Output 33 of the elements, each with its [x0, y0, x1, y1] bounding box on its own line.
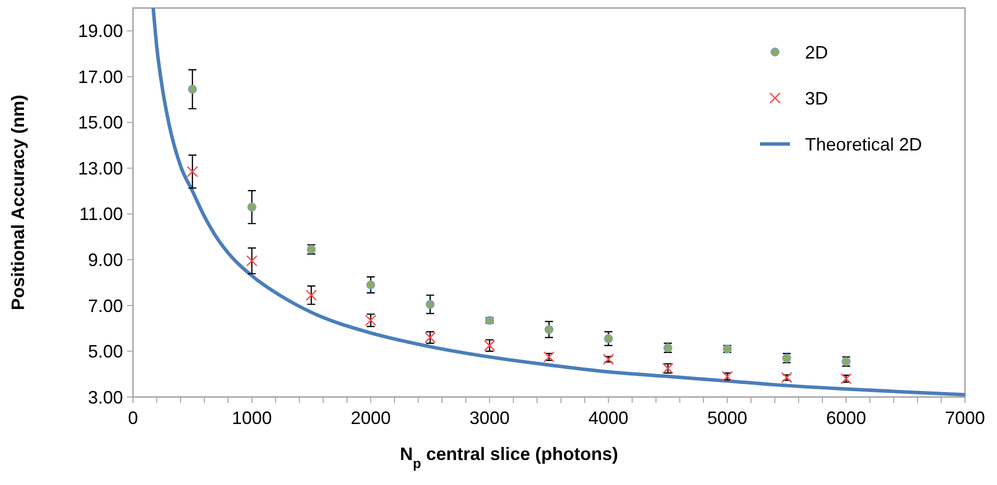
x-tick-label: 7000	[944, 408, 986, 428]
line-series	[151, 8, 965, 396]
y-tick-label: 13.00	[78, 158, 123, 178]
point	[604, 334, 613, 344]
y-tick-label: 15.00	[78, 112, 123, 133]
x-tick-label: 1000	[232, 408, 272, 428]
point	[781, 372, 792, 384]
point	[247, 202, 256, 212]
point	[306, 290, 317, 301]
y-tick-label: 5.00	[88, 342, 123, 362]
y-tick-label: 19.00	[78, 21, 123, 42]
point	[366, 280, 376, 290]
y-tick-label: 17.00	[78, 66, 123, 87]
legend-label: 3D	[805, 88, 828, 108]
y-tick-label: 9.00	[88, 250, 123, 270]
point	[186, 166, 198, 178]
legend-label: 2D	[805, 42, 828, 62]
y-axis-title: Positional Accuracy (nm)	[8, 94, 28, 310]
x-axis-title: N$_{p}$ central slice (photons)	[400, 444, 618, 470]
x-tick-label: 2000	[350, 408, 391, 428]
x-tick-label: 6000	[826, 408, 866, 428]
point	[544, 324, 554, 334]
x-tick-label: 4000	[588, 408, 628, 428]
y-tick-label: 7.00	[88, 296, 123, 316]
point	[246, 255, 258, 266]
x-tick-label: 0	[128, 408, 138, 428]
y-tick-label: 3.00	[88, 387, 123, 408]
point	[188, 84, 197, 94]
point	[426, 300, 435, 309]
legend-label: Theoretical 2D	[805, 134, 922, 154]
x-tick-label: 3000	[470, 408, 510, 428]
x-tick-label: 5000	[707, 408, 748, 428]
y-tick-label: 11.00	[79, 204, 123, 224]
